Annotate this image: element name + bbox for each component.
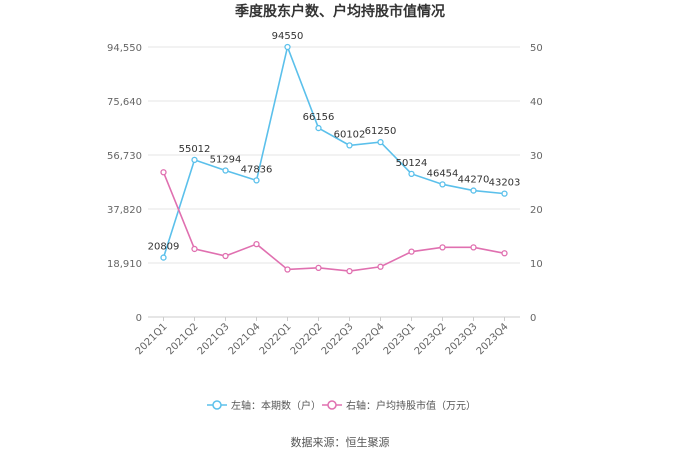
data-point xyxy=(377,138,384,146)
data-point xyxy=(284,43,291,51)
left-tick-label: 37,820 xyxy=(107,205,142,216)
data-point xyxy=(470,187,477,194)
data-point xyxy=(346,267,353,275)
data-label: 66156 xyxy=(303,112,335,123)
series-line-left xyxy=(162,44,505,258)
chart-title: 季度股东户数、户均持股市值情况 xyxy=(234,3,445,20)
x-tick-label: 2021Q2 xyxy=(165,321,201,357)
data-point xyxy=(191,156,198,164)
left-tick-label: 18,910 xyxy=(107,259,142,270)
data-label: 61250 xyxy=(365,126,397,137)
x-tick-label: 2023Q3 xyxy=(444,321,480,357)
x-tick-label: 2022Q3 xyxy=(320,321,356,357)
data-label: 46454 xyxy=(427,168,459,179)
right-tick-label: 30 xyxy=(530,151,543,162)
series-line-right xyxy=(162,171,505,272)
right-tick-label: 50 xyxy=(530,43,543,54)
data-point xyxy=(501,190,508,197)
data-label: 44270 xyxy=(458,175,490,186)
left-tick-label: 75,640 xyxy=(107,97,142,108)
left-tick-label: 0 xyxy=(136,313,142,324)
data-point xyxy=(408,170,415,178)
data-point xyxy=(501,250,508,257)
legend-label[interactable]: 左轴：本期数（户） xyxy=(231,399,321,412)
data-point xyxy=(439,244,446,251)
data-point xyxy=(346,142,353,149)
right-tick-label: 10 xyxy=(530,259,543,270)
data-label: 20809 xyxy=(148,242,180,253)
data-point xyxy=(408,248,415,255)
x-tick-label: 2023Q4 xyxy=(475,321,511,357)
data-point xyxy=(315,124,322,132)
data-point xyxy=(191,245,198,253)
data-label: 50124 xyxy=(396,158,428,169)
data-label: 60102 xyxy=(334,129,366,140)
data-label: 47836 xyxy=(241,164,273,175)
legend-swatch-marker[interactable] xyxy=(212,400,222,410)
x-tick-label: 2022Q1 xyxy=(258,321,294,357)
right-tick-label: 20 xyxy=(530,205,543,216)
data-label: 94550 xyxy=(272,31,304,42)
data-point xyxy=(222,252,229,260)
left-tick-label: 94,550 xyxy=(107,43,142,54)
data-point xyxy=(377,263,384,270)
legend[interactable]: 左轴：本期数（户） 右轴：户均持股市值（万元） xyxy=(207,399,476,412)
x-tick-label: 2022Q4 xyxy=(351,321,387,357)
x-tick-label: 2021Q1 xyxy=(134,321,170,357)
x-tick-label: 2021Q3 xyxy=(196,321,232,357)
data-label: 43203 xyxy=(489,178,521,189)
grid-lines xyxy=(148,46,520,318)
x-tick-label: 2021Q4 xyxy=(227,321,263,357)
data-point xyxy=(253,177,260,184)
data-label: 55012 xyxy=(179,144,211,155)
legend-label[interactable]: 右轴：户均持股市值（万元） xyxy=(346,399,476,412)
x-tick-label: 2023Q1 xyxy=(382,321,418,357)
data-point xyxy=(222,167,229,174)
left-tick-label: 56,730 xyxy=(107,151,142,162)
data-point xyxy=(160,254,167,261)
x-tick-label: 2023Q2 xyxy=(413,321,449,357)
right-tick-label: 0 xyxy=(530,313,536,324)
x-tick-label: 2022Q2 xyxy=(289,321,325,357)
x-axis: 2021Q12021Q22021Q32021Q42022Q12022Q22022… xyxy=(134,317,511,357)
data-point xyxy=(470,244,477,251)
data-point xyxy=(284,266,291,273)
data-point xyxy=(253,240,260,248)
right-tick-label: 40 xyxy=(530,97,543,108)
left-axis: 0 18,910 37,820 56,730 75,640 94,550 xyxy=(107,43,142,324)
data-label: 51294 xyxy=(210,155,242,166)
data-point xyxy=(439,181,446,188)
right-axis: 0 10 20 30 40 50 xyxy=(530,43,543,324)
source-note: 数据来源：恒生聚源 xyxy=(291,435,390,449)
data-point xyxy=(315,264,322,272)
legend-swatch-marker[interactable] xyxy=(327,400,337,410)
data-point xyxy=(160,169,167,176)
